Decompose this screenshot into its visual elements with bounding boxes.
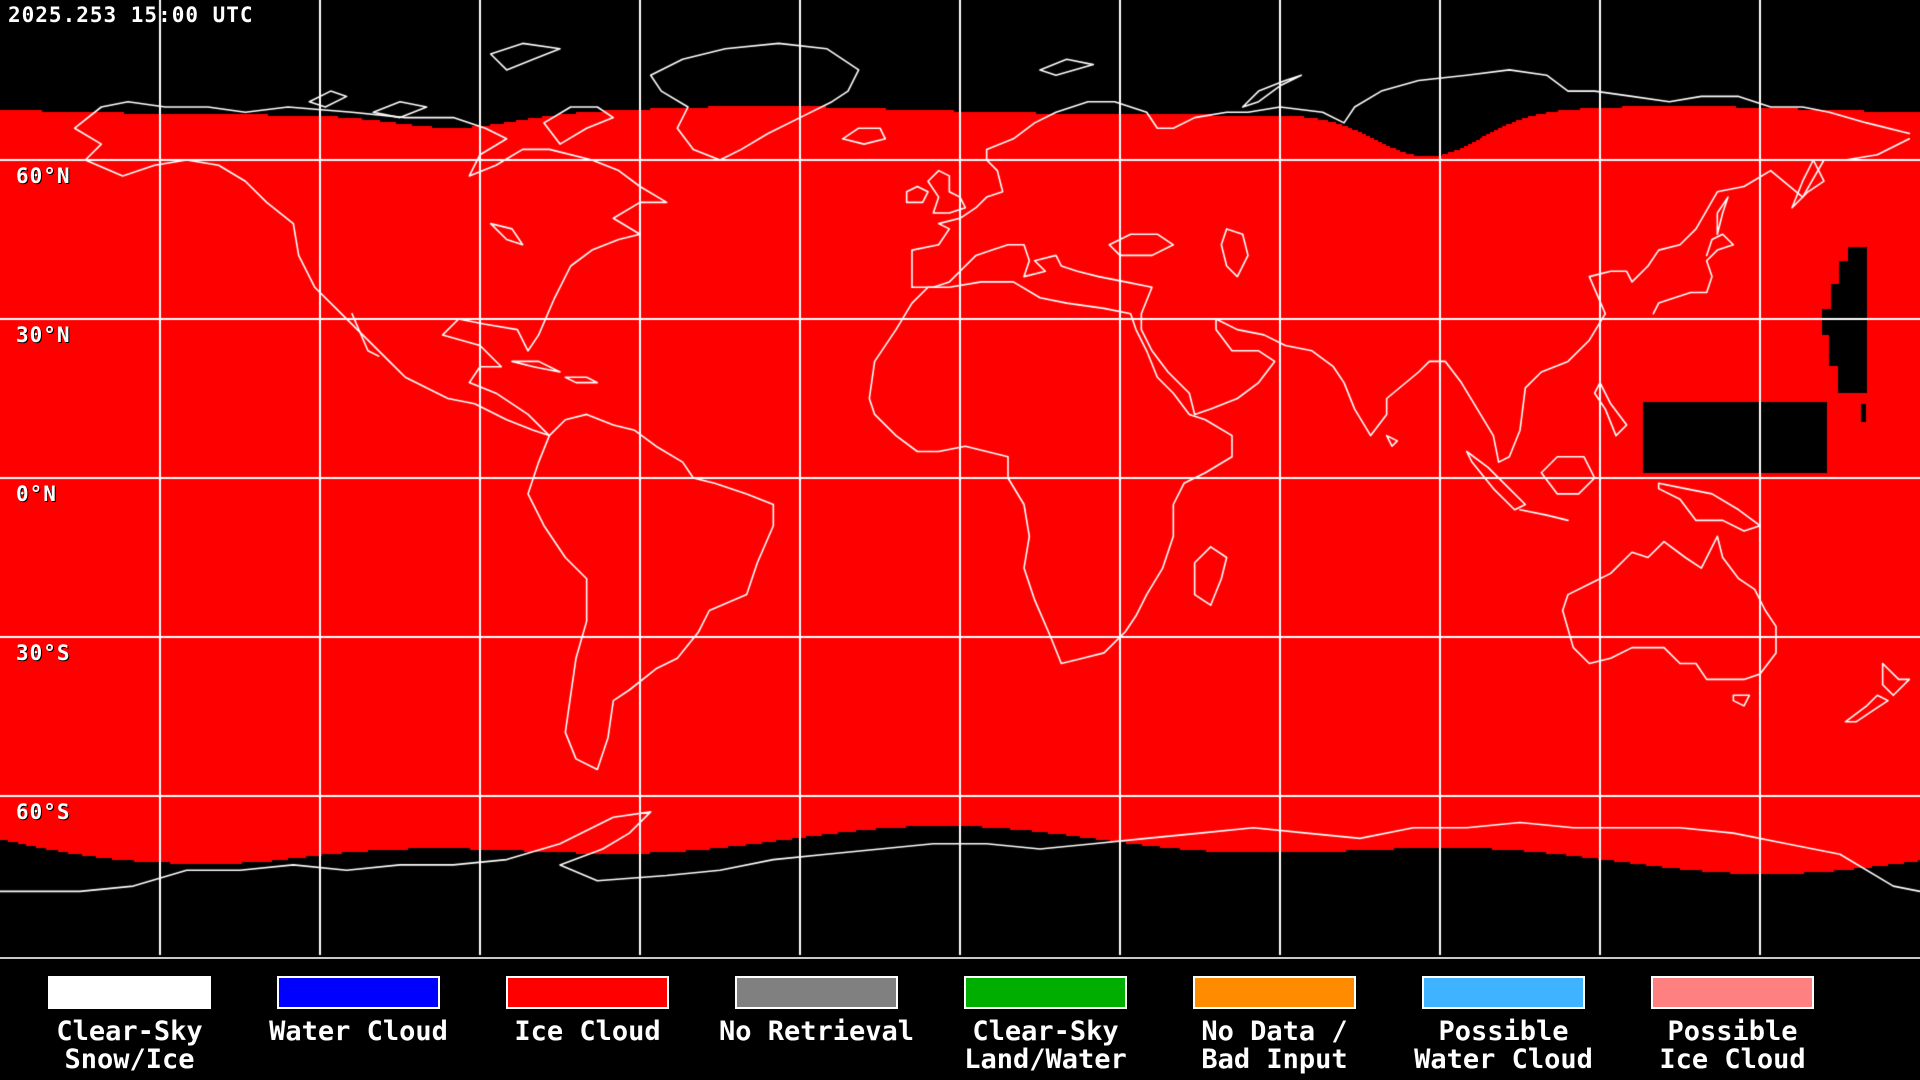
- legend-label-line2: Snow/Ice: [64, 1044, 195, 1075]
- legend-item: Possible Water Cloud: [1389, 959, 1618, 1080]
- latitude-label: 30°S: [16, 641, 71, 665]
- legend-item: No Data / Bad Input: [1160, 959, 1389, 1080]
- map-legend-divider: [0, 957, 1920, 959]
- timestamp: 2025.253 15:00 UTC: [8, 3, 254, 27]
- legend-label-line1: Possible: [1438, 1016, 1569, 1047]
- legend-swatch: [277, 976, 440, 1009]
- legend-swatch: [1651, 976, 1814, 1009]
- legend-label-line2: Water Cloud: [1414, 1044, 1593, 1075]
- legend-item: Water Cloud: [244, 959, 473, 1080]
- legend: Clear-Sky Snow/Ice Water Cloud Ice Cloud…: [15, 959, 1920, 1080]
- legend-item: No Retrieval: [702, 959, 931, 1080]
- legend-swatch: [1193, 976, 1356, 1009]
- legend-label-line1: Clear-Sky: [56, 1016, 203, 1047]
- legend-item: Clear-Sky Snow/Ice: [15, 959, 244, 1080]
- legend-label-line1: No Data /: [1201, 1016, 1348, 1047]
- legend-label-line1: Clear-Sky: [972, 1016, 1119, 1047]
- legend-swatch: [506, 976, 669, 1009]
- legend-label-line1: No Retrieval: [718, 1016, 915, 1047]
- cloud-phase-map-canvas: [0, 0, 1920, 957]
- legend-item: Clear-Sky Land/Water: [931, 959, 1160, 1080]
- legend-swatch: [48, 976, 211, 1009]
- latitude-label: 30°N: [16, 323, 71, 347]
- legend-swatch: [964, 976, 1127, 1009]
- latitude-label: 0°N: [16, 482, 57, 506]
- legend-label-line1: Possible: [1667, 1016, 1798, 1047]
- legend-label-line2: Land/Water: [964, 1044, 1127, 1075]
- legend-swatch: [1422, 976, 1585, 1009]
- legend-label-line2: Ice Cloud: [1659, 1044, 1806, 1075]
- legend-label-line2: Bad Input: [1201, 1044, 1348, 1075]
- latitude-label: 60°N: [16, 164, 71, 188]
- legend-label-line1: Ice Cloud: [514, 1016, 661, 1047]
- legend-label-line1: Water Cloud: [269, 1016, 448, 1047]
- latitude-label: 60°S: [16, 800, 71, 824]
- legend-item: Ice Cloud: [473, 959, 702, 1080]
- legend-item: Possible Ice Cloud: [1618, 959, 1847, 1080]
- legend-swatch: [735, 976, 898, 1009]
